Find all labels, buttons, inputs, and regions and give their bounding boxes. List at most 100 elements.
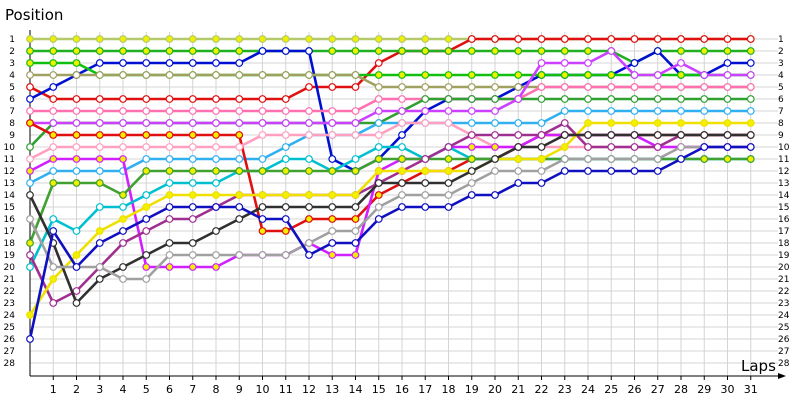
data-point [142, 203, 151, 211]
y-tick-label: 2 [9, 47, 15, 57]
y-tick-label-right: 17 [778, 227, 789, 237]
data-point [258, 107, 267, 115]
data-point [305, 251, 313, 259]
data-point [514, 155, 523, 163]
data-point [49, 119, 58, 127]
data-point [165, 107, 174, 115]
data-point [142, 131, 151, 139]
data-point [281, 215, 290, 223]
data-point [467, 131, 476, 139]
data-point [95, 227, 104, 235]
data-point [188, 239, 197, 247]
y-tick-label: 22 [4, 287, 15, 297]
data-point [630, 143, 639, 151]
data-point [235, 203, 244, 211]
data-point [328, 119, 337, 127]
data-point [49, 215, 58, 223]
data-point [537, 119, 546, 127]
data-point [72, 299, 81, 307]
data-point [537, 35, 546, 43]
y-tick-label: 11 [4, 155, 15, 165]
x-tick-label: 8 [213, 383, 220, 396]
data-point [746, 35, 755, 43]
data-point [165, 71, 174, 79]
series-line [30, 73, 751, 89]
data-point [165, 155, 174, 163]
data-point [49, 59, 58, 67]
data-point [72, 287, 81, 295]
data-point [398, 95, 406, 103]
data-point [351, 71, 360, 79]
data-point [630, 155, 639, 163]
data-point [258, 95, 267, 103]
data-point [72, 95, 81, 103]
data-point [212, 47, 220, 55]
data-point [235, 47, 244, 55]
data-point [537, 59, 546, 67]
y-tick-label: 14 [4, 191, 16, 201]
data-point [630, 59, 639, 67]
data-point [119, 203, 127, 211]
data-point [165, 119, 174, 127]
data-point [398, 179, 406, 187]
data-point [49, 131, 58, 139]
data-point [165, 239, 174, 247]
x-tick-label: 18 [442, 383, 456, 396]
data-point [351, 131, 360, 139]
y-tick-label-right: 11 [778, 155, 789, 165]
data-point [653, 107, 662, 115]
data-point [467, 119, 476, 127]
data-point [351, 239, 360, 247]
data-point [212, 155, 220, 163]
data-point [142, 119, 151, 127]
data-point [584, 71, 592, 79]
data-point [119, 155, 127, 163]
data-point [165, 35, 174, 43]
data-point [677, 35, 685, 43]
y-tick-label-right: 19 [778, 251, 790, 261]
data-point [95, 263, 104, 271]
data-point [119, 131, 127, 139]
data-point [119, 35, 127, 43]
data-point [398, 35, 406, 43]
data-point [723, 95, 732, 103]
y-tick-label-right: 8 [778, 119, 784, 129]
x-tick-label: 28 [674, 383, 688, 396]
data-point [119, 275, 127, 283]
data-point [491, 35, 499, 43]
series-line [29, 121, 751, 161]
data-point [677, 71, 685, 79]
data-point [723, 119, 732, 127]
data-point [653, 131, 662, 139]
y-tick-label-right: 13 [778, 179, 789, 189]
data-point [607, 143, 616, 151]
data-point [72, 119, 81, 127]
data-point [212, 167, 220, 175]
data-point [421, 47, 430, 55]
data-point [119, 263, 127, 271]
data-point [26, 59, 34, 67]
data-point [746, 71, 755, 79]
data-point [281, 131, 290, 139]
data-point [700, 83, 709, 91]
y-tick-label: 23 [4, 299, 15, 309]
data-point [305, 155, 313, 163]
data-point [281, 167, 290, 175]
data-point [258, 35, 267, 43]
data-point [723, 71, 732, 79]
data-point [305, 215, 313, 223]
y-tick-label: 25 [4, 323, 15, 333]
series-16 [26, 119, 755, 319]
data-point [26, 215, 34, 223]
x-tick-label: 17 [418, 383, 432, 396]
data-point [235, 215, 244, 223]
data-point [49, 227, 58, 235]
data-point [560, 95, 569, 103]
data-point [72, 107, 81, 115]
data-point [584, 131, 592, 139]
x-tick-label: 31 [744, 383, 758, 396]
data-point [630, 83, 639, 91]
data-point [281, 143, 290, 151]
data-point [653, 95, 662, 103]
data-point [514, 47, 523, 55]
